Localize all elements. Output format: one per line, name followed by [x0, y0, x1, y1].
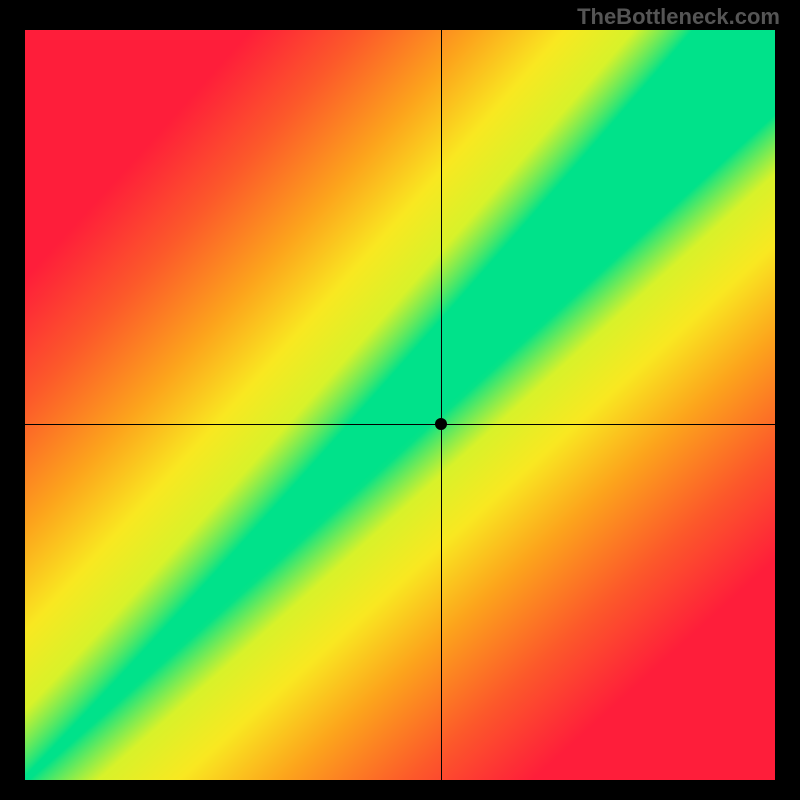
bottleneck-heatmap — [25, 30, 775, 780]
selection-marker — [435, 418, 447, 430]
watermark-text: TheBottleneck.com — [577, 4, 780, 30]
heatmap-canvas — [25, 30, 775, 780]
crosshair-horizontal — [25, 424, 775, 425]
crosshair-vertical — [441, 30, 442, 780]
